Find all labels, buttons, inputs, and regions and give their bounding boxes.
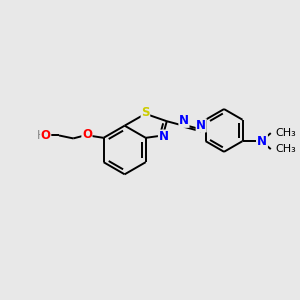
Text: H: H — [37, 129, 46, 142]
Text: N: N — [257, 135, 267, 148]
Text: CH₃: CH₃ — [275, 128, 296, 138]
Text: N: N — [196, 119, 206, 132]
Text: N: N — [179, 114, 189, 127]
Text: CH₃: CH₃ — [275, 144, 296, 154]
Text: N: N — [158, 130, 169, 143]
Text: S: S — [141, 106, 150, 119]
Text: O: O — [82, 128, 92, 141]
Text: O: O — [41, 129, 51, 142]
